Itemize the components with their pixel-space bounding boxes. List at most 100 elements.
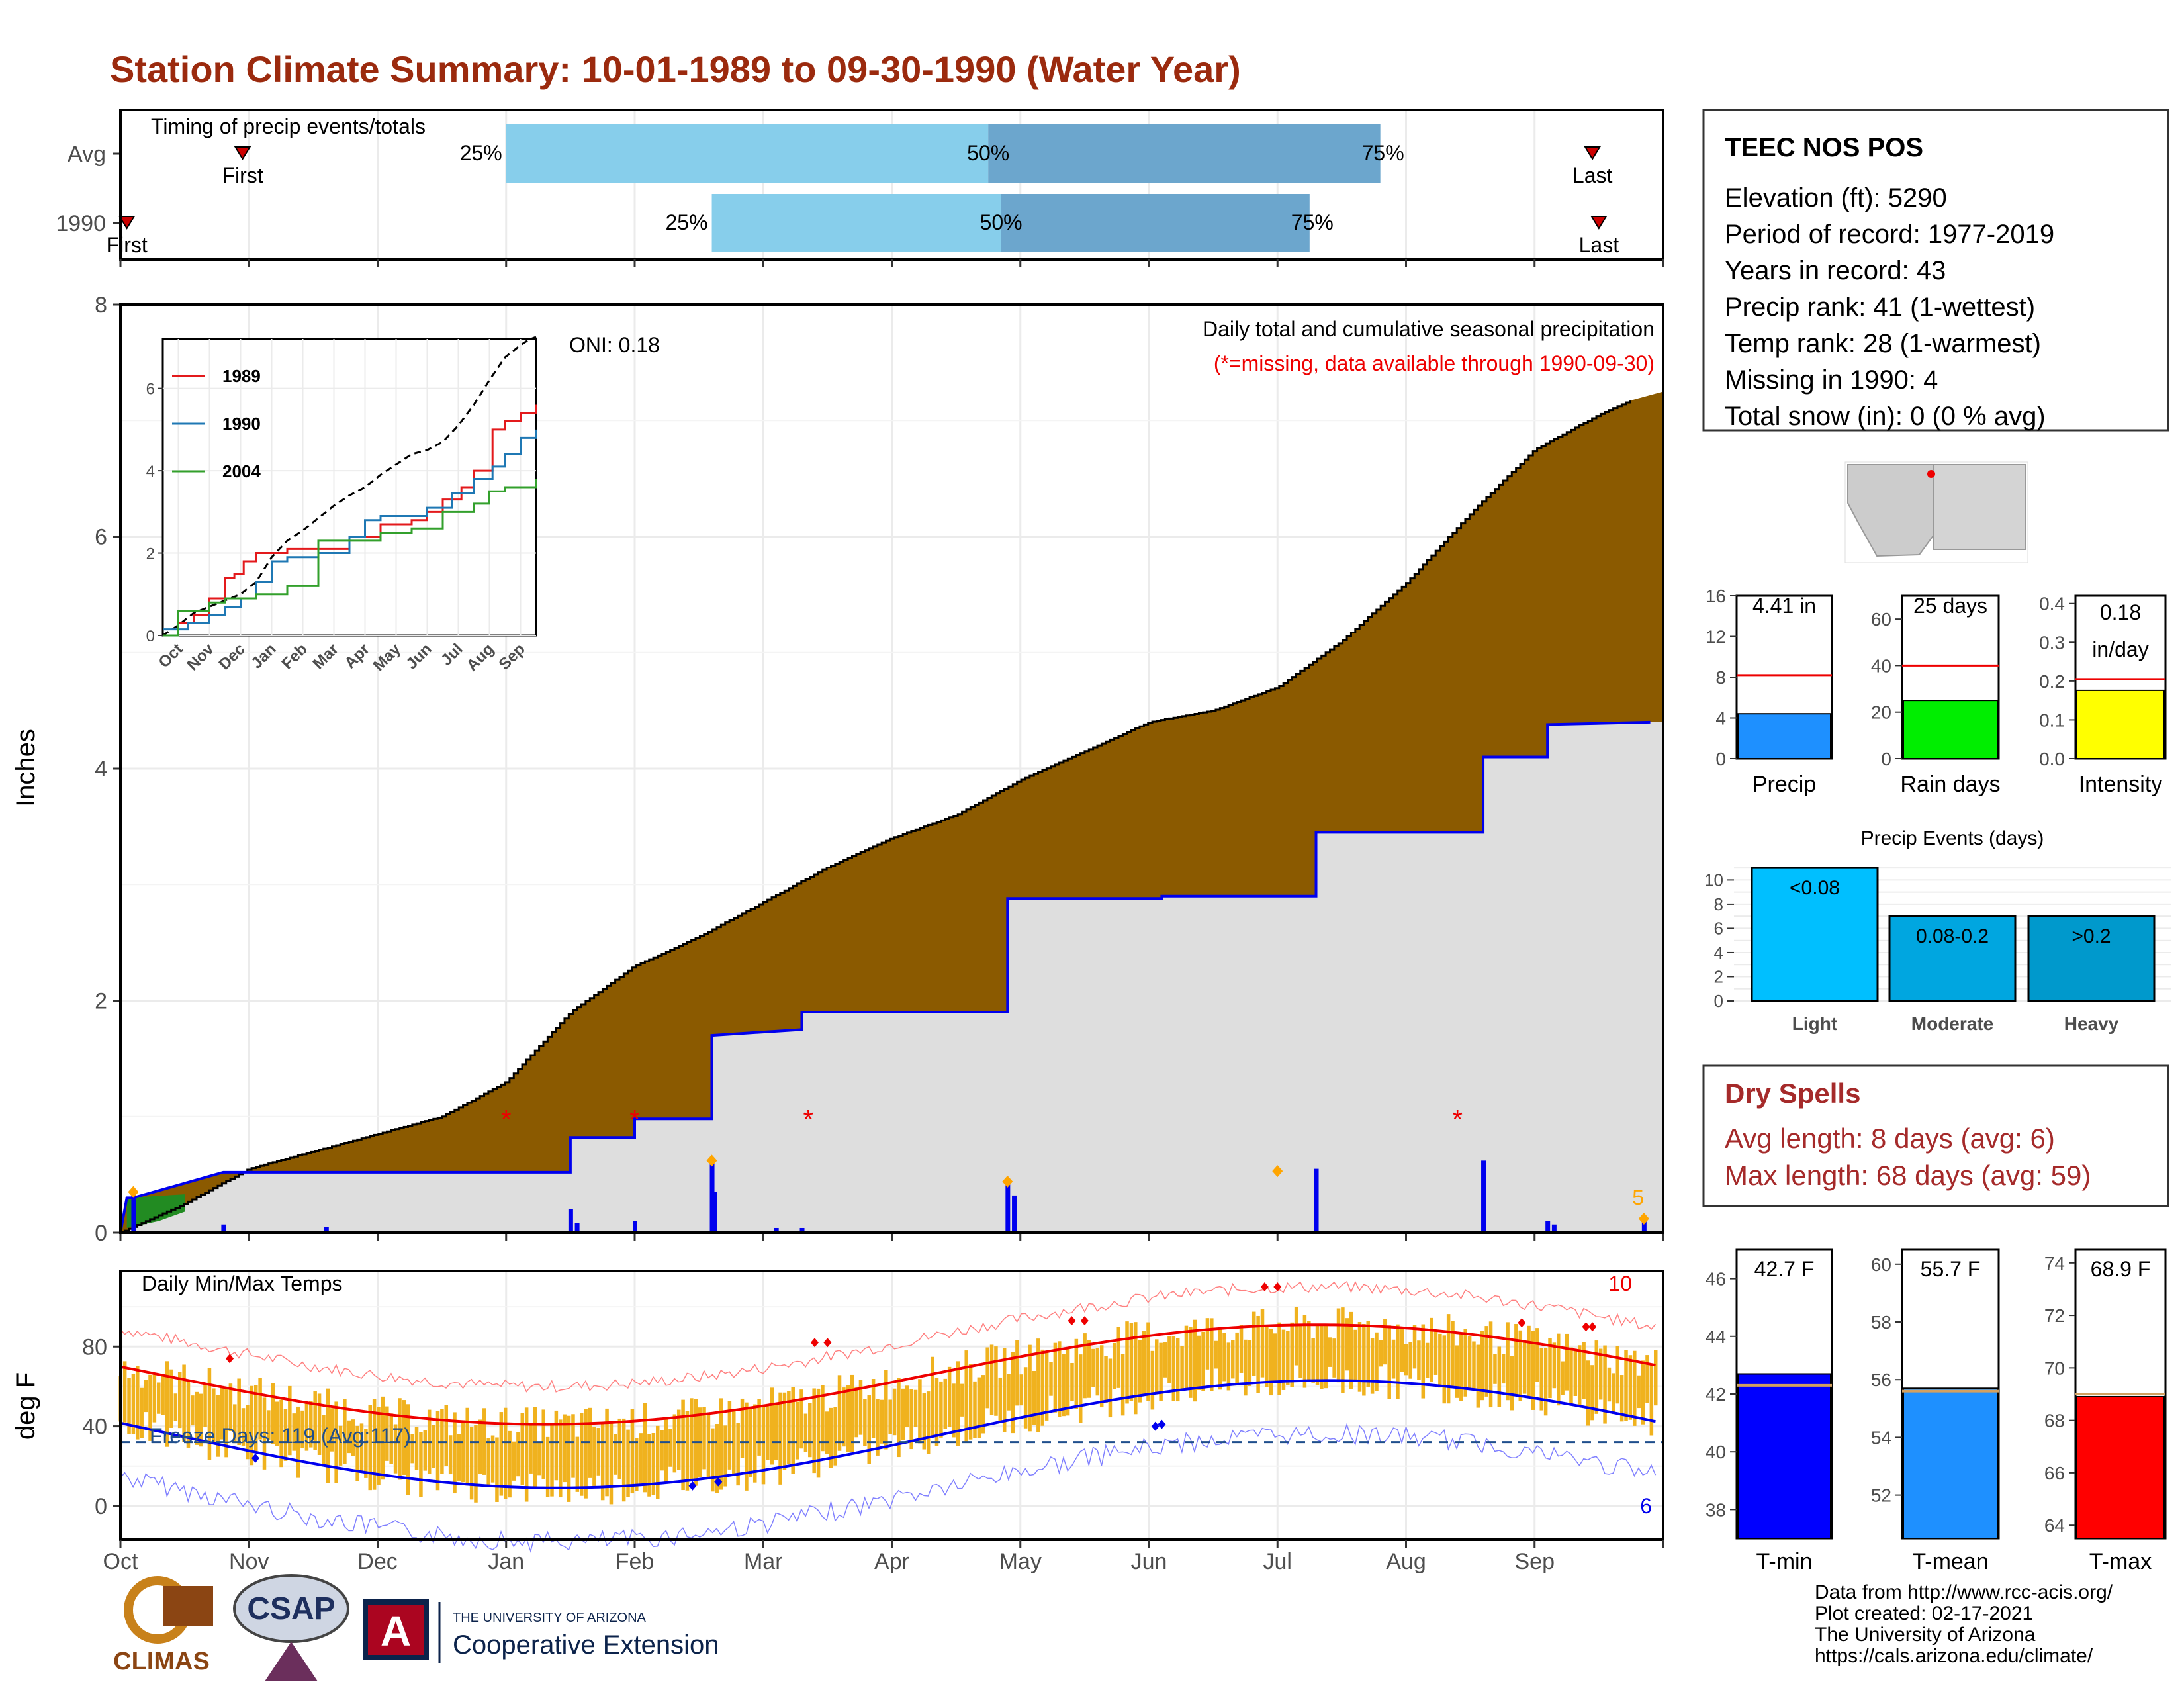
daily-temp-bar [398,1398,402,1480]
missing-marker: * [803,1105,813,1134]
oni-label: ONI: 0.18 [569,333,660,357]
avg-min-temp-line [120,1379,1656,1489]
timing-pct-label: 50% [967,141,1009,165]
neighbor-state-shape [1933,464,2026,550]
month-tick-label: Oct [103,1549,138,1574]
cumulative-1990-area [120,722,1663,1233]
daily-temp-bar [1641,1360,1645,1425]
temp-bar-ytick-label: 42 [1706,1384,1726,1405]
daily-temp-bar [850,1374,854,1452]
month-tick-label: Jan [488,1549,524,1574]
mini-chart-label: Intensity [2079,772,2163,797]
daily-temp-bar [837,1375,842,1451]
daily-temp-bar [1438,1333,1442,1388]
daily-temp-bar [1023,1367,1028,1429]
record-low-marker [1151,1421,1160,1431]
daily-temp-bar [508,1430,512,1498]
precip-ytick-label: 6 [95,525,107,550]
daily-temp-bar [1467,1336,1472,1389]
events-bar [2027,915,2156,1002]
daily-temp-bar [1341,1307,1345,1393]
month-tick-label: Feb [615,1549,655,1574]
mini-chart-label: Rain days [1900,772,2000,797]
record-high-marker [810,1338,819,1348]
daily-precip-bar [799,1227,805,1233]
daily-temp-bar [1573,1348,1578,1397]
record-high-marker [1068,1316,1076,1326]
first-event-label: First [222,164,263,187]
daily-temp-bar [1480,1331,1484,1401]
daily-temp-bar [469,1427,474,1500]
daily-temp-bar [1049,1362,1053,1396]
daily-temp-bar [152,1374,157,1423]
inset-series-line [163,479,537,637]
daily-temp-bar [385,1406,389,1461]
daily-temp-bar [486,1438,490,1487]
daily-precip-bar [1641,1221,1647,1233]
daily-temp-bar [1231,1340,1235,1379]
daily-temp-bar [1184,1325,1189,1389]
daily-temp-bar [1366,1321,1370,1387]
daily-temp-bar [571,1414,575,1478]
daily-precip-bar [709,1162,715,1233]
daily-temp-bar [122,1361,127,1423]
daily-temp-bar [1201,1331,1205,1391]
daily-temp-bar [812,1388,816,1474]
daily-temp-bar [766,1406,770,1460]
daily-temp-bar [1311,1338,1315,1383]
temp-value-bar [1737,1373,1831,1539]
mini-value-label: 25 days [1913,594,1987,618]
record-min-line [120,1423,1657,1553]
daily-temp-bar [989,1344,994,1415]
mini-ytick-label: 4 [1715,708,1726,729]
daily-temp-bar [148,1374,152,1441]
daily-temp-bar [377,1407,381,1485]
daily-temp-bar [1349,1311,1353,1389]
daily-temp-bar [1552,1342,1557,1389]
daily-temp-bar [1214,1340,1218,1369]
month-tick-label: Dec [357,1549,397,1574]
mini-value-bar [1903,700,1998,759]
daily-temp-bar [1193,1319,1197,1402]
daily-temp-bar [1430,1317,1433,1382]
daily-temp-bar [596,1428,601,1476]
timing-bar-early [711,194,1001,252]
daily-temp-bar [1353,1329,1357,1380]
daily-temp-bar [537,1441,541,1476]
temp-bar-ytick-label: 38 [1706,1499,1726,1520]
daily-temp-bar [545,1436,550,1497]
daily-temp-bar [368,1405,372,1491]
daily-temp-bar [1514,1323,1518,1396]
mini-ytick-label: 0.3 [2039,632,2065,653]
station-info-line: Total snow (in): 0 (0 % avg) [1725,402,2046,431]
daily-temp-bar [1273,1333,1277,1382]
daily-temp-bar [1488,1321,1493,1408]
daily-temp-bar [985,1347,989,1409]
daily-temp-bar [1497,1346,1502,1407]
footer-line: Plot created: 02-17-2021 [1815,1603,2034,1624]
temp-bar-ytick-label: 56 [1871,1370,1891,1390]
daily-temp-bar [127,1378,131,1434]
daily-temp-bar [1222,1333,1226,1382]
daily-temp-bar [702,1407,706,1470]
daily-temp-bar [381,1396,385,1480]
daily-temp-bar [968,1364,973,1440]
daily-temp-bar [1104,1356,1108,1403]
daily-temp-bar [643,1403,647,1493]
daily-temp-bar [579,1413,584,1496]
daily-temp-bar [1078,1354,1083,1423]
daily-temp-bar [816,1388,821,1478]
daily-temp-bar [1383,1319,1387,1365]
daily-temp-bar [825,1411,829,1454]
timing-row-label: Avg [68,142,106,167]
daily-temp-bar [1044,1352,1049,1421]
event-count-label: 5 [1632,1186,1644,1209]
daily-temp-bar [173,1393,178,1422]
daily-temp-bar [1628,1355,1633,1420]
daily-temp-bar [288,1385,292,1456]
daily-temp-bar [1116,1327,1120,1388]
record-low-marker [688,1481,697,1491]
daily-temp-bar [994,1346,998,1416]
daily-temp-bar [782,1392,787,1470]
daily-temp-bar [1142,1331,1146,1395]
